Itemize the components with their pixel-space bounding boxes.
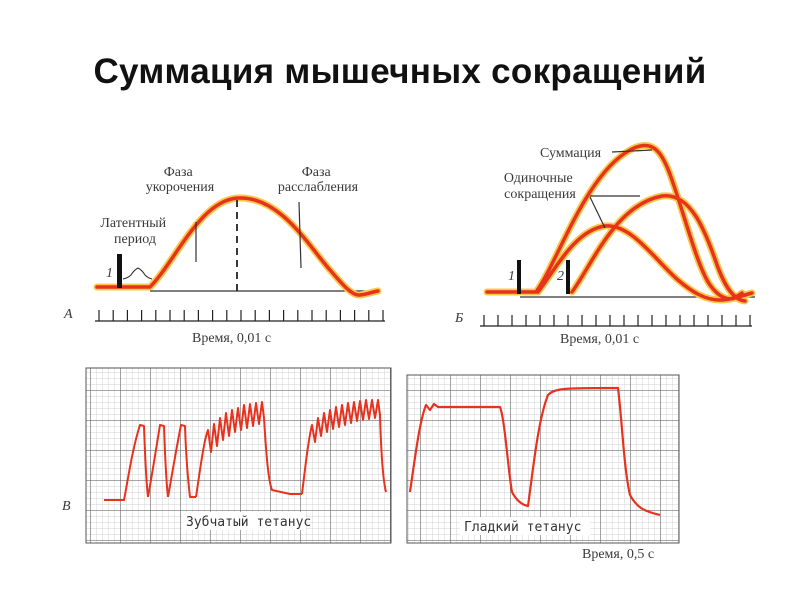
latent-period-label: Латентный период xyxy=(100,216,169,247)
panel-b-time-axis xyxy=(480,315,752,327)
serrated-tetanus-trace xyxy=(195,401,302,498)
smooth-tetanus-trace xyxy=(408,386,661,517)
stimulus-number-b1: 1 xyxy=(508,269,515,284)
shortening-phase-label: Фаза укорочения xyxy=(146,165,215,195)
single-twitch-curve-1 xyxy=(536,224,744,302)
latent-brace xyxy=(122,267,153,280)
panel-a-time-label: Время, 0,01 с xyxy=(192,331,271,346)
panel-c-time-label: Время, 0,5 с xyxy=(582,547,654,562)
stimulus-marker-a xyxy=(117,254,122,288)
panel-b-time-label: Время, 0,01 с xyxy=(560,332,639,347)
serrated-tetanus-trace-2 xyxy=(301,399,387,495)
stimulus-marker-b1 xyxy=(517,260,521,294)
smooth-tetanus-chart: Гладкий тетанус xyxy=(406,374,680,544)
smooth-tetanus-label: Гладкий тетанус xyxy=(464,520,581,535)
serrated-trace-1 xyxy=(104,424,149,501)
single-twitch-curve-2 xyxy=(570,194,747,303)
panel-b: 1 2 Суммация Одиночные сокращения Б Врем… xyxy=(454,141,756,347)
panel-b-letter: Б xyxy=(454,311,463,326)
relaxation-phase-pointer xyxy=(298,201,302,269)
panel-a: 1 Латентный период Фаза укорочения Фаза … xyxy=(63,165,385,346)
single-pointer-1 xyxy=(589,196,606,229)
panel-a-time-axis xyxy=(95,310,385,322)
single-contraction-label: Одиночные сокращения xyxy=(504,171,577,202)
serrated-trace-3 xyxy=(167,424,196,498)
panel-c-letter: В xyxy=(62,499,71,514)
stimulus-number-a: 1 xyxy=(106,266,113,281)
relaxation-phase-label: Фаза расслабления xyxy=(278,165,359,195)
page-title: Суммация мышечных сокращений xyxy=(93,52,707,91)
serrated-tetanus-label: Зубчатый тетанус xyxy=(186,515,311,530)
panel-c: В Зубчатый тетанус Гладкий тетанус Время… xyxy=(62,367,680,562)
summation-label: Суммация xyxy=(540,146,602,161)
smooth-tetanus-label-box xyxy=(460,517,590,535)
serrated-tetanus-label-box xyxy=(182,512,306,530)
serrated-tetanus-chart: Зубчатый тетанус xyxy=(85,367,392,544)
single-twitch-curve xyxy=(95,196,380,297)
panel-a-letter: А xyxy=(63,307,73,322)
stimulus-number-b2: 2 xyxy=(557,269,564,284)
serrated-trace-2 xyxy=(147,424,169,498)
stimulus-marker-b2 xyxy=(566,260,570,294)
summation-pointer xyxy=(611,149,653,153)
